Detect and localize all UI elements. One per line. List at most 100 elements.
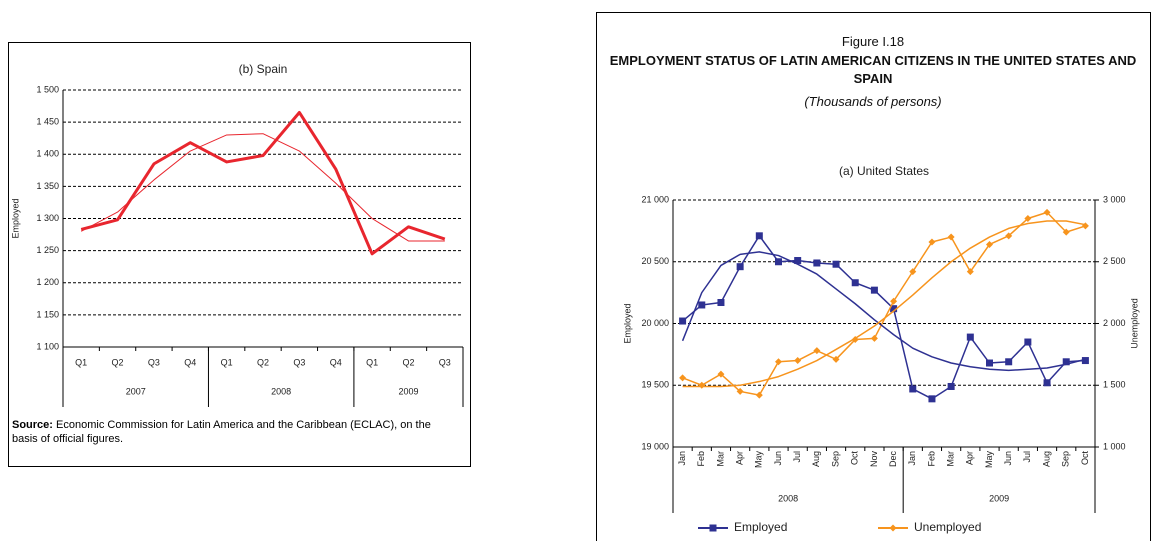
x-tick-label: Aug bbox=[811, 451, 821, 467]
point bbox=[832, 260, 840, 268]
point bbox=[966, 268, 974, 276]
x-tick-label: Q1 bbox=[366, 357, 378, 367]
x-tick-label: Dec bbox=[888, 451, 898, 468]
point bbox=[947, 233, 955, 241]
x-group-label: 2009 bbox=[398, 386, 418, 396]
x-tick-label: Feb bbox=[696, 451, 706, 467]
y2-tick-label: 2 500 bbox=[1103, 256, 1126, 266]
source-label: Source: bbox=[12, 419, 53, 431]
point bbox=[1062, 228, 1070, 236]
point bbox=[1024, 215, 1032, 223]
legend-label: Employed bbox=[734, 520, 787, 534]
x-tick-label: Jan bbox=[907, 451, 917, 466]
x-tick-label: Feb bbox=[926, 451, 936, 467]
legend-marker bbox=[889, 524, 897, 532]
y-tick-label: 1 500 bbox=[36, 84, 59, 94]
point bbox=[909, 268, 917, 276]
point bbox=[986, 359, 993, 367]
x-group-label: 2009 bbox=[989, 493, 1009, 503]
point bbox=[928, 395, 936, 403]
x-tick-label: Jul bbox=[1022, 451, 1032, 463]
point bbox=[679, 374, 687, 382]
point bbox=[698, 381, 706, 389]
y-tick-label: 20 000 bbox=[641, 318, 669, 328]
point bbox=[679, 317, 687, 325]
series-line bbox=[682, 220, 1086, 388]
figure-subtitle: (Thousands of persons) bbox=[804, 94, 942, 109]
y-tick-label: 1 100 bbox=[36, 341, 59, 351]
point bbox=[890, 305, 898, 313]
x-tick-label: Oct bbox=[1080, 451, 1090, 466]
point bbox=[947, 382, 955, 390]
x-tick-label: Apr bbox=[965, 451, 975, 465]
point bbox=[813, 347, 821, 355]
chart-title: (b) Spain bbox=[239, 62, 288, 76]
legend-marker bbox=[709, 524, 717, 532]
y-tick-label: 20 500 bbox=[641, 256, 669, 266]
y2-tick-label: 3 000 bbox=[1103, 194, 1126, 204]
x-tick-label: Q3 bbox=[439, 357, 451, 367]
point bbox=[736, 263, 744, 271]
point bbox=[890, 297, 898, 305]
x-tick-label: Q1 bbox=[221, 357, 233, 367]
y2-tick-label: 1 500 bbox=[1103, 380, 1126, 390]
point bbox=[755, 391, 763, 399]
point bbox=[1005, 232, 1013, 240]
x-tick-label: Q2 bbox=[402, 357, 414, 367]
point bbox=[755, 232, 763, 240]
x-tick-label: Apr bbox=[735, 451, 745, 465]
chart-title: (a) United States bbox=[839, 164, 929, 178]
y-axis-label: Employed bbox=[10, 198, 20, 238]
point bbox=[966, 333, 974, 341]
x-tick-label: Aug bbox=[1041, 451, 1051, 467]
y-tick-label: 1 200 bbox=[36, 277, 59, 287]
x-tick-label: Sep bbox=[1061, 451, 1071, 467]
y-tick-label: 1 450 bbox=[36, 117, 59, 127]
x-tick-label: Jul bbox=[792, 451, 802, 463]
point bbox=[775, 358, 782, 366]
x-tick-label: Jan bbox=[677, 451, 687, 466]
x-group-label: 2007 bbox=[126, 386, 146, 396]
y-axis-label: Employed bbox=[622, 303, 632, 343]
point bbox=[794, 357, 802, 365]
x-tick-label: May bbox=[984, 451, 994, 469]
point bbox=[736, 387, 744, 395]
x-tick-label: Q2 bbox=[112, 357, 124, 367]
x-group-label: 2008 bbox=[778, 493, 798, 503]
point bbox=[851, 279, 859, 287]
x-tick-label: Jun bbox=[773, 451, 783, 466]
point bbox=[794, 257, 802, 265]
point bbox=[698, 301, 706, 309]
point bbox=[870, 286, 878, 294]
x-tick-label: Q1 bbox=[75, 357, 87, 367]
x-tick-label: Sep bbox=[830, 451, 840, 467]
x-tick-label: May bbox=[754, 451, 764, 469]
right-frame bbox=[596, 12, 1151, 541]
series-line bbox=[80, 110, 446, 256]
point bbox=[1005, 358, 1013, 366]
point bbox=[1062, 358, 1070, 366]
series-line bbox=[682, 235, 1086, 400]
y-tick-label: 19 000 bbox=[641, 441, 669, 451]
point bbox=[1081, 357, 1089, 365]
y-tick-label: 1 300 bbox=[36, 213, 59, 223]
y-tick-label: 21 000 bbox=[641, 194, 669, 204]
y2-tick-label: 2 000 bbox=[1103, 318, 1126, 328]
y2-axis-label: Unemployed bbox=[1129, 298, 1139, 349]
legend-label: Unemployed bbox=[914, 520, 981, 534]
point bbox=[1043, 208, 1051, 216]
point bbox=[928, 238, 936, 246]
y-tick-label: 19 500 bbox=[641, 380, 669, 390]
x-tick-label: Q3 bbox=[148, 357, 160, 367]
x-tick-label: Q3 bbox=[293, 357, 305, 367]
point bbox=[813, 259, 821, 267]
x-tick-label: Mar bbox=[946, 451, 956, 467]
source-note: Source: Economic Commission for Latin Am… bbox=[12, 418, 452, 446]
point bbox=[909, 385, 917, 393]
y-tick-label: 1 150 bbox=[36, 309, 59, 319]
source-text: Economic Commission for Latin America an… bbox=[12, 419, 431, 445]
x-tick-label: Mar bbox=[715, 451, 725, 467]
point bbox=[717, 299, 725, 307]
series-line bbox=[681, 251, 1086, 372]
